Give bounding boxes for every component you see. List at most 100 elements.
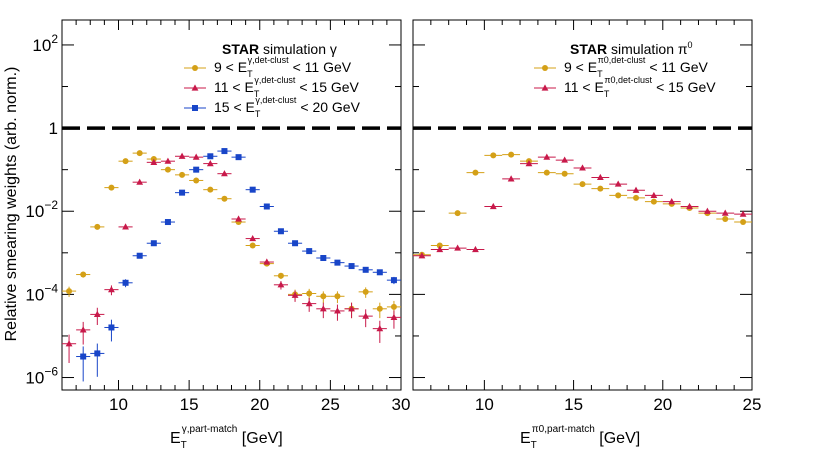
data-point [739, 210, 747, 217]
data-point [192, 153, 200, 160]
legend-marker [192, 105, 198, 111]
data-point [508, 151, 515, 158]
data-point [418, 252, 426, 259]
series [62, 150, 401, 319]
data-point [597, 185, 604, 192]
data-point [362, 288, 369, 295]
series [62, 152, 401, 364]
y-tick-label: 10−4 [25, 281, 58, 304]
data-point [108, 286, 115, 293]
x-tick-label: 15 [180, 395, 199, 414]
data-point [108, 184, 115, 191]
series [76, 148, 401, 382]
legend-entry: 9 < ETγ,det-clust < 11 GeV [184, 55, 352, 79]
data-point [80, 271, 87, 278]
data-point [703, 207, 711, 214]
data-point [561, 170, 568, 177]
x-tick-label: 15 [564, 395, 583, 414]
series [413, 153, 752, 259]
legend-label: 9 < ETπ0,det-clust < 11 GeV [564, 55, 708, 79]
data-point [561, 156, 569, 163]
x-tick-label: 25 [743, 395, 762, 414]
x-tick-label: 10 [475, 395, 494, 414]
data-point [150, 240, 157, 247]
data-point [686, 202, 693, 210]
x-tick-label: 20 [250, 395, 269, 414]
y-tick-label: 1 [49, 119, 58, 138]
data-point [263, 258, 271, 265]
data-point [362, 312, 370, 319]
data-point [596, 173, 604, 181]
data-point [740, 219, 747, 226]
data-point [94, 350, 101, 357]
data-point [207, 186, 214, 193]
plot-frame [61, 19, 402, 391]
legend-marker [542, 65, 548, 71]
data-point [668, 198, 676, 205]
y-tick-label: 10−2 [25, 198, 58, 221]
legend-marker [192, 65, 198, 71]
data-point [93, 310, 101, 317]
data-point [249, 186, 256, 193]
data-point [376, 325, 384, 332]
data-point [235, 215, 242, 222]
data-point [543, 153, 551, 160]
legend-entry: 11 < ETγ,det-clust < 15 GeV [184, 75, 360, 99]
data-point [334, 307, 341, 314]
x-tick-label: 20 [653, 395, 672, 414]
data-point [758, 223, 764, 229]
data-point [291, 291, 299, 298]
data-point [376, 305, 383, 312]
data-point [179, 189, 186, 196]
data-point [579, 164, 586, 171]
data-point [207, 153, 214, 160]
data-point [436, 245, 444, 253]
data-point [249, 242, 256, 249]
data-point [193, 177, 200, 184]
data-point [334, 259, 341, 266]
data-point [150, 158, 158, 165]
right-panel: 10 15 20 25 STAR simulation π09 < ETπ0,det-c… [412, 19, 764, 451]
data-point [721, 209, 729, 216]
legend-label: 11 < ETπ0,det-clust < 15 GeV [564, 75, 716, 99]
data-point [348, 305, 355, 312]
legend-marker [541, 84, 549, 91]
data-point [136, 252, 143, 259]
y-tick-label: 102 [32, 32, 58, 55]
data-points [413, 151, 764, 259]
data-point [164, 166, 171, 173]
data-point [122, 223, 129, 230]
data-point [179, 171, 186, 178]
data-point [277, 272, 284, 279]
x-tick-label: 30 [392, 395, 411, 414]
legend-entry: 11 < ETπ0,det-clust < 15 GeV [534, 75, 716, 99]
data-point [633, 194, 640, 201]
data-point [306, 290, 313, 297]
data-points [62, 148, 401, 382]
data-point [65, 340, 73, 347]
shared-annotations: 102 1 10−2 10−4 10−6 Relative smearing weight… [3, 32, 58, 388]
data-point [178, 152, 186, 159]
data-point [320, 255, 327, 262]
data-point [66, 288, 73, 295]
data-point [348, 263, 355, 270]
data-point [164, 219, 171, 226]
data-point [108, 324, 115, 331]
data-point [722, 216, 729, 223]
legend-entry: 9 < ETπ0,det-clust < 11 GeV [534, 55, 708, 79]
data-point [489, 202, 497, 210]
data-point [305, 300, 313, 307]
data-point [376, 269, 383, 276]
data-point [472, 169, 479, 176]
x-axis-title: ETπ0,part-match [GeV] [520, 424, 640, 451]
data-point [472, 245, 479, 253]
data-point [136, 178, 144, 185]
legend-title: STAR simulation π0 [570, 40, 693, 57]
data-point [206, 159, 214, 167]
data-point [249, 234, 257, 242]
legend-entry: 15 < ETγ,det-clust < 20 GeV [184, 95, 361, 119]
data-point [221, 148, 228, 155]
data-point [320, 293, 327, 300]
data-point [579, 181, 586, 188]
